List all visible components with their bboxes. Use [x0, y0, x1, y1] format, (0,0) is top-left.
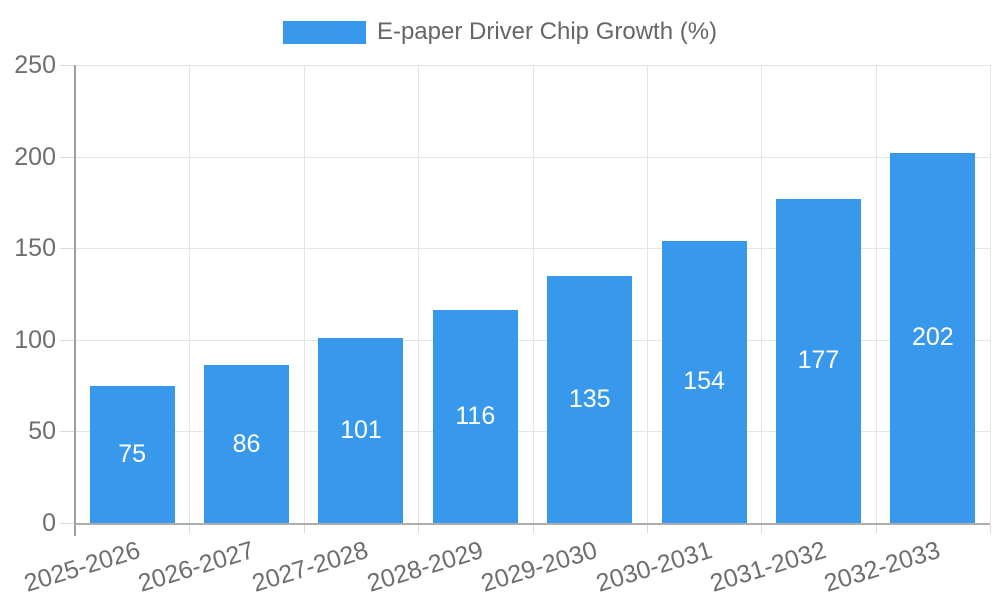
x-axis-label: 2026-2027: [134, 536, 258, 598]
bar-value-label: 101: [340, 415, 382, 444]
y-axis-label: 200: [14, 142, 56, 171]
legend-label: E-paper Driver Chip Growth (%): [376, 18, 718, 45]
v-gridline: [189, 65, 191, 523]
bar[interactable]: 154: [661, 240, 747, 523]
bar[interactable]: 116: [432, 310, 518, 523]
x-axis-label: 2031-2032: [706, 536, 830, 598]
bar[interactable]: 135: [547, 275, 633, 523]
x-tick: [646, 524, 648, 533]
v-gridline: [761, 65, 763, 523]
y-tick: [60, 248, 75, 250]
x-tick: [189, 524, 191, 533]
y-axis-label: 100: [14, 325, 56, 354]
y-axis-label: 150: [14, 234, 56, 263]
x-tick: [303, 524, 305, 533]
y-tick: [60, 339, 75, 341]
bar-value-label: 75: [118, 439, 147, 468]
x-axis-label: 2028-2029: [363, 536, 487, 598]
bar[interactable]: 202: [890, 152, 976, 523]
bar-value-label: 154: [683, 367, 725, 396]
v-gridline: [875, 65, 877, 523]
v-gridline: [418, 65, 420, 523]
x-tick: [532, 524, 534, 533]
x-axis-label: 2027-2028: [249, 536, 372, 598]
x-axis-label: 2030-2031: [592, 536, 715, 598]
y-tick: [60, 156, 75, 158]
bar-value-label: 116: [455, 402, 496, 431]
v-gridline: [990, 65, 991, 523]
x-axis-label: 2025-2026: [20, 536, 144, 598]
y-tick: [60, 431, 75, 433]
bar[interactable]: 101: [318, 337, 404, 523]
y-axis-label: 0: [42, 509, 56, 537]
x-tick: [875, 524, 877, 533]
v-gridline: [303, 65, 305, 523]
x-tick: [990, 524, 991, 533]
x-tick: [418, 524, 420, 533]
v-gridline: [532, 65, 534, 523]
x-axis-label: 2032-2033: [821, 536, 944, 598]
y-axis-label: 50: [28, 417, 56, 446]
bar[interactable]: 75: [89, 385, 175, 523]
y-tick: [60, 523, 75, 524]
y-axis-line: [74, 65, 76, 536]
y-axis-label: 250: [14, 51, 56, 79]
x-axis-label: 2029-2030: [478, 536, 601, 598]
legend-swatch-icon: [282, 20, 366, 44]
bar-value-label: 202: [911, 323, 954, 352]
chart-legend[interactable]: E-paper Driver Chip Growth (%): [0, 19, 1000, 45]
x-axis-line: [75, 523, 990, 525]
bar-value-label: 86: [232, 429, 261, 458]
bar[interactable]: 177: [775, 198, 861, 523]
bar-value-label: 177: [797, 346, 840, 375]
bar-value-label: 135: [568, 384, 611, 413]
v-gridline: [646, 65, 648, 523]
bar[interactable]: 86: [204, 365, 290, 523]
y-tick: [60, 65, 75, 66]
x-tick: [761, 524, 763, 533]
